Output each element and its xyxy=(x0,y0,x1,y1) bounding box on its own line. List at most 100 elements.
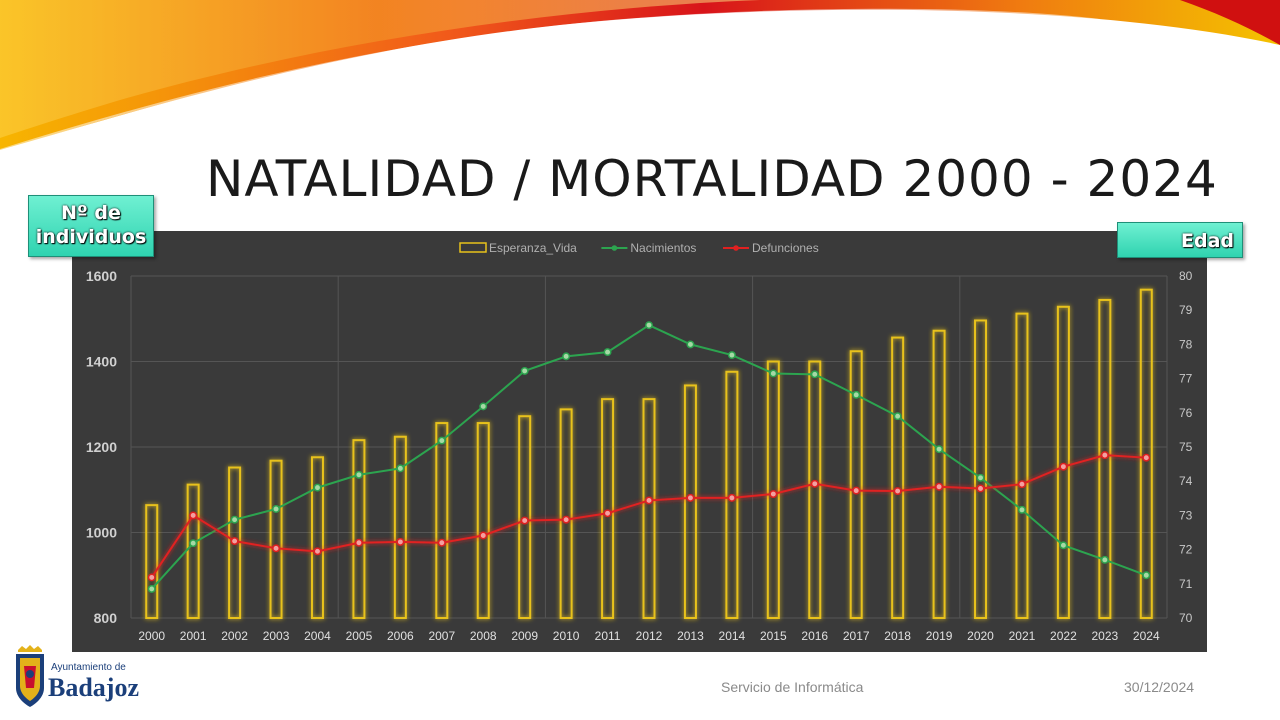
point-defunciones xyxy=(230,537,239,545)
point-nacimientos xyxy=(935,445,944,454)
page-title: NATALIDAD / MORTALIDAD 2000 - 2024 xyxy=(206,150,1218,208)
point-nacimientos xyxy=(189,539,198,548)
y-right-tick-label: 76 xyxy=(1179,406,1193,420)
point-defunciones xyxy=(603,509,612,518)
footer-department: Servicio de Informática xyxy=(721,679,864,695)
decorative-swoosh xyxy=(0,0,1280,151)
left-axis-badge-line2: individuos xyxy=(35,226,147,248)
bar-esperanza-vida xyxy=(186,483,200,619)
bar-esperanza-vida xyxy=(1139,288,1153,620)
point-defunciones xyxy=(562,515,571,524)
point-defunciones xyxy=(189,511,198,520)
x-tick-label: 2015 xyxy=(760,629,787,643)
footer-date: 30/12/2024 xyxy=(1124,679,1195,695)
coat-of-arms-icon xyxy=(16,645,44,707)
x-tick-label: 2006 xyxy=(387,629,414,643)
bar-esperanza-vida xyxy=(683,384,697,619)
bar-esperanza-vida xyxy=(766,360,780,619)
left-axis-badge: Nº de individuos xyxy=(28,195,154,257)
line-defunciones xyxy=(150,454,1147,578)
point-defunciones xyxy=(852,486,861,495)
bar-esperanza-vida xyxy=(891,336,905,619)
y-left-tick-label: 1000 xyxy=(86,525,117,541)
point-defunciones xyxy=(976,484,985,493)
x-tick-label: 2008 xyxy=(470,629,497,643)
point-nacimientos xyxy=(1100,555,1109,564)
x-tick-label: 2021 xyxy=(1009,629,1036,643)
point-nacimientos xyxy=(1142,571,1151,580)
x-tick-label: 2017 xyxy=(843,629,870,643)
point-nacimientos xyxy=(272,505,280,513)
bar-esperanza-vida xyxy=(808,360,822,619)
point-nacimientos xyxy=(1018,505,1026,514)
point-nacimientos xyxy=(769,369,778,378)
y-right-tick-label: 72 xyxy=(1179,543,1193,557)
x-tick-label: 2009 xyxy=(511,629,538,643)
point-nacimientos xyxy=(479,402,488,411)
bar-esperanza-vida xyxy=(559,408,573,619)
bar-esperanza-vida xyxy=(435,422,449,619)
point-nacimientos xyxy=(230,515,239,524)
x-tick-label: 2023 xyxy=(1091,629,1118,643)
y-right-tick-label: 78 xyxy=(1179,337,1193,351)
bar-esperanza-vida xyxy=(642,398,656,619)
point-nacimientos xyxy=(147,584,156,593)
x-tick-label: 2002 xyxy=(221,629,248,643)
point-defunciones xyxy=(810,479,819,488)
point-nacimientos xyxy=(645,321,653,330)
point-defunciones xyxy=(520,516,529,525)
bar-esperanza-vida xyxy=(1015,312,1029,620)
x-tick-label: 2000 xyxy=(138,629,165,643)
point-defunciones xyxy=(935,482,944,491)
point-defunciones xyxy=(479,531,488,540)
bar-esperanza-vida xyxy=(974,319,988,620)
y-left-tick-label: 800 xyxy=(94,610,118,626)
point-defunciones xyxy=(1059,462,1068,471)
right-axis-badge: Edad xyxy=(1117,222,1243,258)
legend-label-esperanza_vida: Esperanza_Vida xyxy=(489,241,577,255)
point-defunciones xyxy=(354,538,363,547)
y-right-tick-label: 73 xyxy=(1179,508,1193,522)
bar-esperanza-vida xyxy=(352,439,366,619)
y-right-tick-label: 75 xyxy=(1179,440,1193,454)
point-defunciones xyxy=(1018,480,1026,489)
badajoz-logo xyxy=(16,645,44,707)
point-defunciones xyxy=(1142,453,1151,462)
point-defunciones xyxy=(272,544,280,553)
point-nacimientos xyxy=(396,464,405,473)
legend: Esperanza_Vida Nacimientos Defunciones xyxy=(459,241,819,255)
point-nacimientos xyxy=(686,340,695,349)
legend-label-defunciones: Defunciones xyxy=(752,241,819,255)
bar-esperanza-vida xyxy=(310,456,324,619)
point-defunciones xyxy=(147,573,156,582)
y-left-tick-label: 1400 xyxy=(86,354,117,370)
x-tick-label: 2019 xyxy=(926,629,953,643)
bar-esperanza-vida xyxy=(1056,305,1070,619)
point-nacimientos xyxy=(727,351,736,360)
x-tick-label: 2013 xyxy=(677,629,704,643)
x-tick-label: 2020 xyxy=(967,629,994,643)
chart: 800 1000 1200 1400 1600 70 71 72 73 74 75 76 77 78 79 8… xyxy=(86,241,1193,643)
point-nacimientos xyxy=(1059,541,1068,550)
point-defunciones xyxy=(396,537,405,546)
bar-esperanza-vida xyxy=(601,398,615,619)
point-nacimientos xyxy=(354,470,363,479)
bar-esperanza-vida xyxy=(849,350,863,620)
logo-name: Badajoz xyxy=(48,673,139,702)
x-tick-label: 2022 xyxy=(1050,629,1077,643)
y-right-tick-label: 74 xyxy=(1179,474,1193,488)
x-tick-label: 2010 xyxy=(553,629,580,643)
y-right-tick-label: 80 xyxy=(1179,269,1193,283)
x-tick-label: 2024 xyxy=(1133,629,1160,643)
x-tick-label: 2007 xyxy=(428,629,455,643)
y-right-tick-label: 77 xyxy=(1179,372,1193,386)
y-right-tick-label: 71 xyxy=(1179,577,1193,591)
point-nacimientos xyxy=(603,348,612,357)
x-tick-label: 2004 xyxy=(304,629,331,643)
point-nacimientos xyxy=(976,473,985,482)
left-axis-badge-line1: Nº de xyxy=(61,202,121,224)
point-nacimientos xyxy=(852,390,861,399)
x-tick-label: 2011 xyxy=(595,629,621,643)
bar-esperanza-vida xyxy=(518,415,532,619)
point-nacimientos xyxy=(893,412,902,421)
